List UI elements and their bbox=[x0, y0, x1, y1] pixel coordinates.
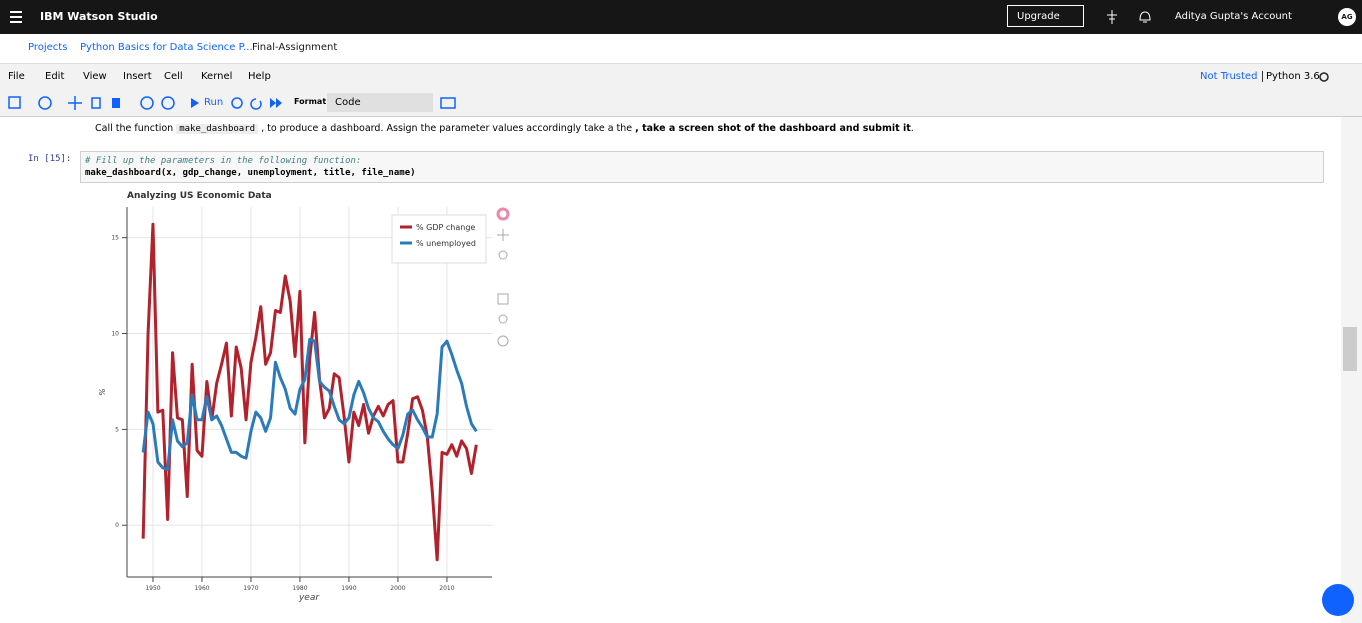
toolbar-icons bbox=[8, 96, 199, 110]
toolbar-icons bbox=[231, 97, 282, 110]
menu-item[interactable]: Help bbox=[248, 71, 271, 82]
keyboard-icon[interactable] bbox=[440, 97, 456, 109]
menu-item[interactable]: Insert bbox=[123, 71, 152, 82]
text: . bbox=[910, 123, 914, 134]
markdown-cell: Call the function make_dashboard , to pr… bbox=[95, 123, 914, 134]
menu-item[interactable]: Cell bbox=[164, 71, 183, 82]
account[interactable]: Aditya Gupta's Account bbox=[1175, 11, 1292, 22]
chat-button[interactable] bbox=[1322, 584, 1354, 616]
kernel-name: Python 3.6 bbox=[1262, 71, 1320, 82]
notebook: Call the function make_dashboard , to pr… bbox=[0, 117, 1362, 623]
avatar[interactable]: AG bbox=[1338, 8, 1356, 26]
x-axis-label: year bbox=[298, 593, 320, 603]
y-tick-label: 0 bbox=[115, 522, 119, 529]
prompt: In [15]: bbox=[28, 154, 72, 164]
menubar: File Edit View Insert Cell Kernel Help Not Tru… bbox=[0, 64, 1362, 117]
trusted[interactable]: Not Trusted bbox=[1200, 71, 1258, 82]
text: Call the function bbox=[95, 123, 177, 134]
inline-code: make_dashboard bbox=[176, 124, 259, 134]
x-tick-label: 1980 bbox=[292, 585, 307, 592]
legend-label: % GDP change bbox=[416, 223, 475, 232]
legend-label: % unemployed bbox=[416, 239, 476, 248]
scrollbar[interactable] bbox=[1341, 117, 1362, 623]
top-bar: IBM Watson Studio Upgrade Aditya Gupta's… bbox=[0, 0, 1362, 34]
y-tick-label: 5 bbox=[115, 426, 119, 433]
code-cell[interactable]: # Fill up the parameters in the followin… bbox=[80, 151, 1324, 183]
x-tick-label: 1960 bbox=[194, 585, 209, 592]
menu-item[interactable]: View bbox=[83, 71, 107, 82]
breadcrumb: Final-Assignment bbox=[252, 42, 338, 53]
y-axis-label: % bbox=[98, 388, 107, 396]
bokeh-toolbar bbox=[496, 207, 510, 347]
breadcrumbs: Projects Python Basics for Data Science … bbox=[0, 34, 1362, 64]
x-tick-label: 1950 bbox=[145, 585, 160, 592]
legend-box bbox=[391, 214, 487, 264]
y-tick-label: 15 bbox=[111, 235, 119, 242]
menu-item[interactable]: Edit bbox=[45, 71, 65, 82]
breadcrumb[interactable]: Projects bbox=[28, 42, 68, 53]
cell-type-select[interactable]: Code bbox=[327, 93, 433, 112]
chart: Analyzing US Economic Data year % 0 5 10 15… bbox=[98, 191, 510, 603]
format-label: Format bbox=[294, 97, 327, 106]
kernel-status bbox=[1319, 72, 1329, 82]
brand[interactable]: IBM Watson Studio bbox=[40, 10, 158, 23]
x-tick-label: 2000 bbox=[390, 585, 405, 592]
run-button[interactable]: Run bbox=[204, 97, 224, 108]
chart-title: Analyzing US Economic Data bbox=[127, 191, 272, 201]
breadcrumb[interactable]: Python Basics for Data Science P... bbox=[80, 42, 253, 53]
x-tick-label: 2010 bbox=[439, 585, 454, 592]
series-line bbox=[141, 222, 478, 562]
top-icons bbox=[1107, 10, 1151, 24]
upgrade-button[interactable]: Upgrade bbox=[1007, 5, 1084, 27]
hamburger[interactable] bbox=[10, 11, 24, 23]
text: , to produce a dashboard. Assign the par… bbox=[258, 123, 636, 134]
y-tick-label: 10 bbox=[111, 331, 119, 338]
x-tick-label: 1970 bbox=[243, 585, 258, 592]
code-line: # Fill up the parameters in the followin… bbox=[85, 156, 362, 166]
code-line: make_dashboard(x, gdp_change, unemployme… bbox=[85, 168, 416, 178]
series-line bbox=[141, 337, 478, 472]
bold-text: , take a screen shot of the dashboard an… bbox=[635, 123, 911, 134]
menu-item[interactable]: Kernel bbox=[201, 71, 233, 82]
x-tick-label: 1990 bbox=[341, 585, 356, 592]
menu-item[interactable]: File bbox=[8, 71, 25, 82]
